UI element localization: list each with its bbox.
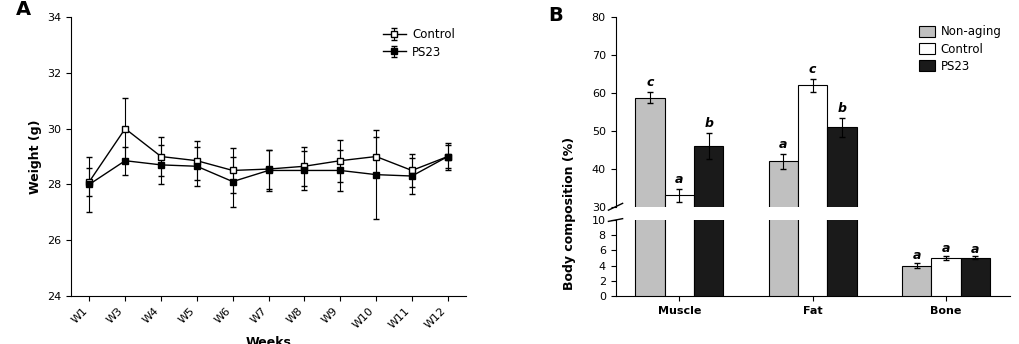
Bar (664, 46, 693, 296)
Legend: Control, PS23: Control, PS23 (378, 23, 460, 63)
Text: c: c (808, 63, 815, 76)
Bar (635, 98, 664, 321)
Text: b: b (837, 101, 846, 115)
Text: a: a (941, 242, 949, 255)
Bar (768, 0, 797, 296)
Text: a: a (911, 249, 920, 262)
Bar (901, 266, 930, 296)
Bar (930, 258, 960, 296)
Text: b: b (703, 117, 712, 130)
Legend: Non-aging, Control, PS23: Non-aging, Control, PS23 (916, 23, 1003, 75)
X-axis label: Weeks: Weeks (246, 336, 291, 344)
Bar (826, 127, 856, 321)
Text: a: a (970, 243, 978, 256)
Text: a: a (675, 173, 683, 185)
Bar (797, 85, 826, 321)
Bar (930, 302, 960, 321)
Y-axis label: Weight (g): Weight (g) (29, 119, 42, 194)
Bar (797, 0, 826, 296)
Text: A: A (16, 0, 32, 20)
Text: a: a (779, 138, 787, 151)
Text: c: c (646, 76, 653, 89)
Bar (664, 195, 693, 321)
Text: B: B (548, 6, 562, 25)
Text: Body composition (%): Body composition (%) (562, 137, 576, 290)
Bar (960, 302, 988, 321)
Bar (960, 258, 988, 296)
Bar (635, 0, 664, 296)
Bar (693, 146, 722, 321)
Bar (901, 305, 930, 321)
Bar (826, 0, 856, 296)
Bar (768, 161, 797, 321)
Bar (693, 0, 722, 296)
